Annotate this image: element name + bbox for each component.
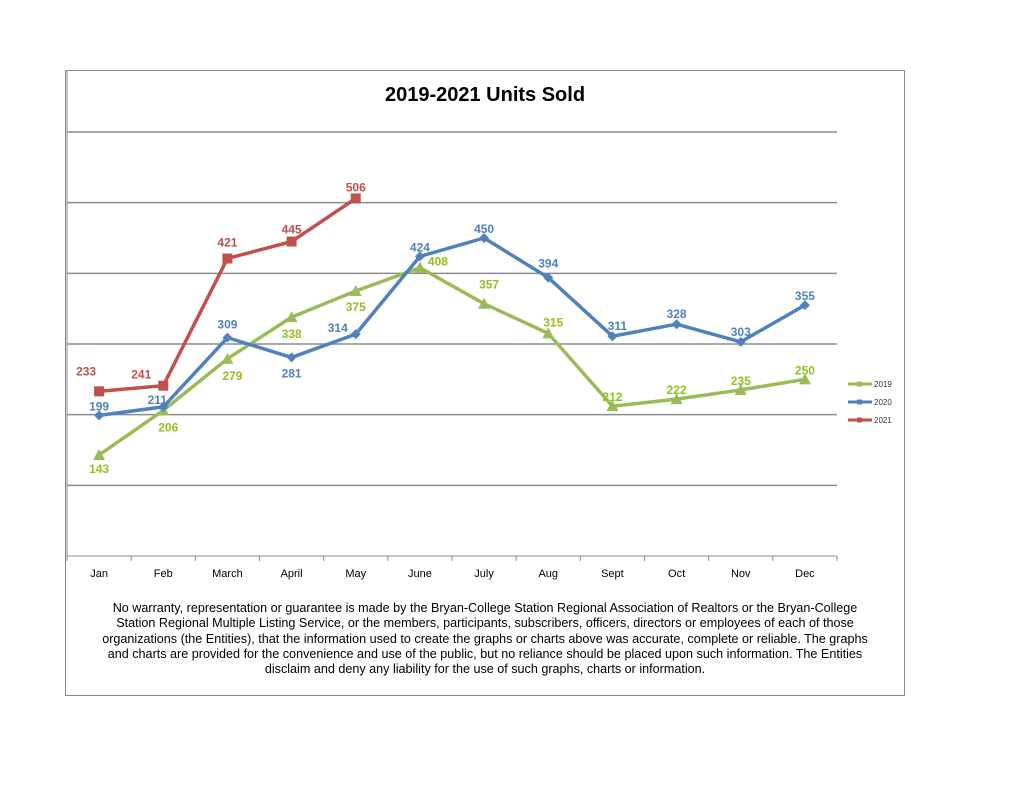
data-point-2019: [798, 373, 811, 385]
data-point-2020: [607, 331, 618, 342]
data-point-2020: [350, 329, 361, 340]
data-label-2019: 408: [428, 255, 448, 269]
data-label-2019: 375: [346, 300, 366, 314]
data-label-2019: 279: [222, 369, 242, 383]
data-point-2019: [734, 383, 747, 395]
x-tick-label: March: [212, 568, 243, 580]
data-point-2019: [349, 285, 362, 296]
data-point-2020: [94, 410, 105, 421]
data-label-2019: 222: [667, 383, 687, 397]
data-point-2020: [286, 352, 297, 363]
legend-marker-2020: [857, 399, 862, 405]
x-tick-label: April: [281, 568, 303, 580]
chart-frame: [65, 70, 905, 696]
data-label-2021: 241: [131, 368, 151, 382]
data-point-2019: [413, 261, 426, 273]
data-point-2020: [735, 336, 746, 347]
data-label-2020: 309: [217, 318, 237, 332]
data-label-2020: 311: [608, 319, 628, 333]
data-point-2021: [286, 236, 297, 247]
data-label-2020: 314: [328, 321, 348, 335]
data-point-2020: [671, 319, 682, 330]
data-point-2019: [670, 393, 683, 405]
data-label-2019: 315: [543, 315, 563, 329]
legend-marker-2021: [857, 417, 862, 423]
data-label-2019: 338: [282, 327, 302, 341]
data-point-2021: [350, 193, 361, 204]
x-tick-label: Nov: [731, 568, 751, 580]
x-tick-label: July: [474, 568, 494, 580]
data-point-2019: [606, 400, 619, 412]
data-label-2020: 211: [148, 393, 168, 407]
data-label-2020: 281: [282, 366, 302, 380]
data-label-2021: 421: [217, 235, 237, 249]
data-point-2021: [94, 386, 105, 397]
data-point-2019: [542, 327, 555, 339]
data-label-2021: 506: [346, 180, 366, 194]
data-label-2020: 424: [410, 240, 430, 254]
data-label-2019: 143: [89, 462, 109, 476]
x-tick-label: Dec: [795, 568, 815, 580]
data-label-2020: 303: [731, 325, 751, 339]
data-point-2020: [799, 300, 810, 311]
x-tick-label: May: [345, 568, 366, 580]
series-line-2019: [98, 265, 806, 457]
data-point-2020: [414, 251, 425, 262]
data-label-2020: 394: [538, 257, 558, 271]
data-label-2019: 235: [731, 374, 751, 388]
legend-label-2019: 2019: [874, 380, 892, 389]
data-point-2020: [222, 332, 233, 343]
disclaimer-text: No warranty, representation or guarantee…: [102, 601, 868, 677]
data-label-2020: 450: [474, 222, 494, 236]
x-tick-label: Aug: [538, 568, 558, 580]
x-tick-label: Sept: [601, 568, 624, 580]
data-point-2020: [543, 272, 554, 283]
data-point-2021: [222, 253, 233, 264]
data-label-2019: 212: [602, 390, 622, 404]
data-point-2020: [158, 401, 169, 412]
legend-label-2020: 2020: [874, 398, 892, 407]
data-label-2020: 199: [89, 399, 109, 413]
x-tick-label: Oct: [668, 568, 685, 580]
data-label-2019: 357: [479, 278, 499, 292]
x-tick-label: June: [408, 568, 432, 580]
data-point-2019: [478, 297, 491, 309]
x-tick-label: Jan: [90, 568, 108, 580]
chart-title: 2019-2021 Units Sold: [384, 84, 586, 106]
x-tick-label: Feb: [154, 568, 173, 580]
data-label-2020: 355: [795, 289, 815, 303]
data-label-2021: 233: [76, 364, 96, 378]
data-label-2021: 445: [282, 223, 302, 237]
data-label-2020: 328: [667, 307, 687, 321]
data-point-2020: [479, 233, 490, 243]
data-point-2021: [158, 380, 169, 391]
data-point-2019: [221, 352, 234, 364]
legend-label-2021: 2021: [874, 416, 892, 425]
data-label-2019: 250: [795, 363, 815, 377]
data-label-2019: 206: [158, 420, 178, 434]
series-line-2020: [98, 236, 806, 418]
data-point-2019: [285, 311, 298, 323]
data-point-2019: [93, 448, 106, 460]
legend-marker-2019: [857, 381, 862, 387]
